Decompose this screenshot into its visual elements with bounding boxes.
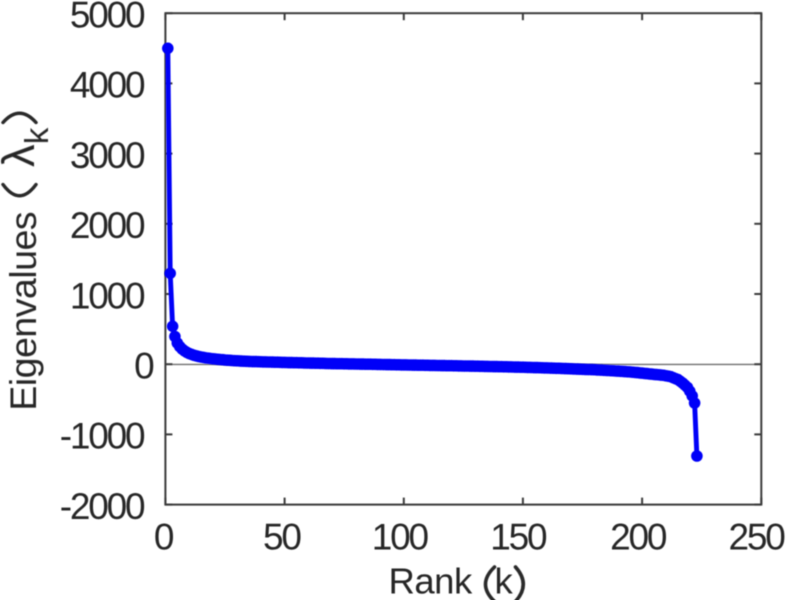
svg-text:-1000: -1000 — [60, 416, 145, 457]
svg-text:200: 200 — [610, 516, 667, 557]
svg-text:Eigenvalues: Eigenvalues — [2, 212, 44, 411]
svg-text:k: k — [495, 560, 514, 600]
svg-text:2000: 2000 — [70, 205, 145, 246]
svg-text:-2000: -2000 — [60, 486, 145, 527]
svg-text:250: 250 — [729, 516, 786, 557]
svg-text:5000: 5000 — [70, 0, 145, 36]
svg-text:λ: λ — [0, 144, 44, 167]
svg-text:1000: 1000 — [70, 275, 145, 316]
svg-text:0: 0 — [134, 346, 154, 387]
svg-text:50: 50 — [263, 516, 301, 557]
svg-text:Rank: Rank — [389, 560, 473, 600]
svg-text:k: k — [18, 127, 55, 144]
svg-text:3000: 3000 — [70, 135, 145, 176]
svg-text:0: 0 — [154, 516, 174, 557]
svg-text:100: 100 — [372, 516, 429, 557]
svg-text:4000: 4000 — [70, 65, 145, 106]
svg-text:150: 150 — [490, 516, 547, 557]
